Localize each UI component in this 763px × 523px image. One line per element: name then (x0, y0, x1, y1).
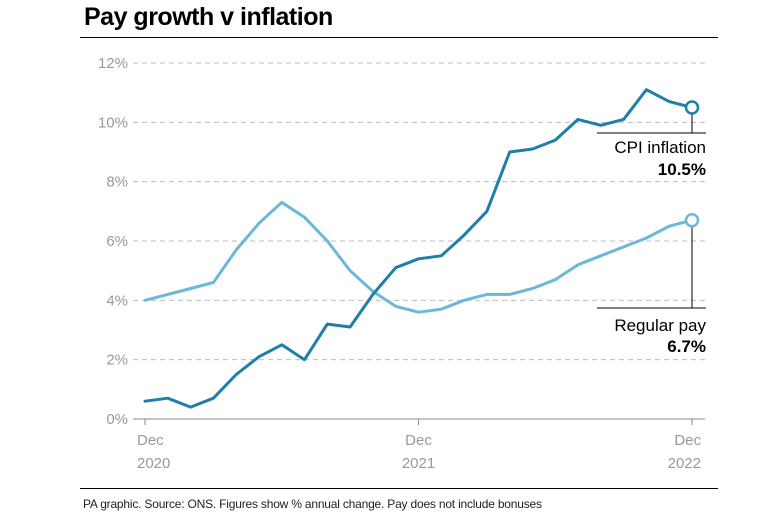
y-tick-label: 6% (106, 233, 128, 250)
source-footnote: PA graphic. Source: ONS. Figures show % … (83, 497, 542, 511)
series-line-cpi-inflation (143, 88, 694, 409)
footnote-rule (80, 488, 718, 489)
end-value-cpi-inflation: 10.5% (658, 160, 706, 179)
end-value-regular-pay: 6.7% (667, 337, 706, 356)
title-rule (80, 37, 718, 38)
y-tick-label: 12% (98, 55, 128, 72)
x-tick-label-year: 2020 (137, 455, 170, 472)
x-tick-label-year: 2021 (402, 455, 435, 472)
end-marker-cpi-inflation (684, 100, 700, 115)
x-tick-label-month: Dec (405, 432, 432, 449)
x-tick-label-year: 2022 (668, 455, 701, 472)
end-label-regular-pay: Regular pay (614, 316, 706, 335)
y-tick-label: 4% (106, 292, 128, 309)
end-marker-regular-pay (684, 212, 700, 228)
chart-title: Pay growth v inflation (84, 3, 333, 31)
y-tick-label: 0% (106, 411, 128, 428)
x-tick-label-month: Dec (674, 432, 701, 449)
series-line-regular-pay (143, 200, 694, 314)
y-tick-label: 2% (106, 352, 128, 369)
end-label-cpi-inflation: CPI inflation (614, 138, 706, 157)
y-tick-label: 10% (98, 114, 128, 131)
x-tick-label-month: Dec (137, 432, 164, 449)
y-tick-label: 8% (106, 174, 128, 191)
